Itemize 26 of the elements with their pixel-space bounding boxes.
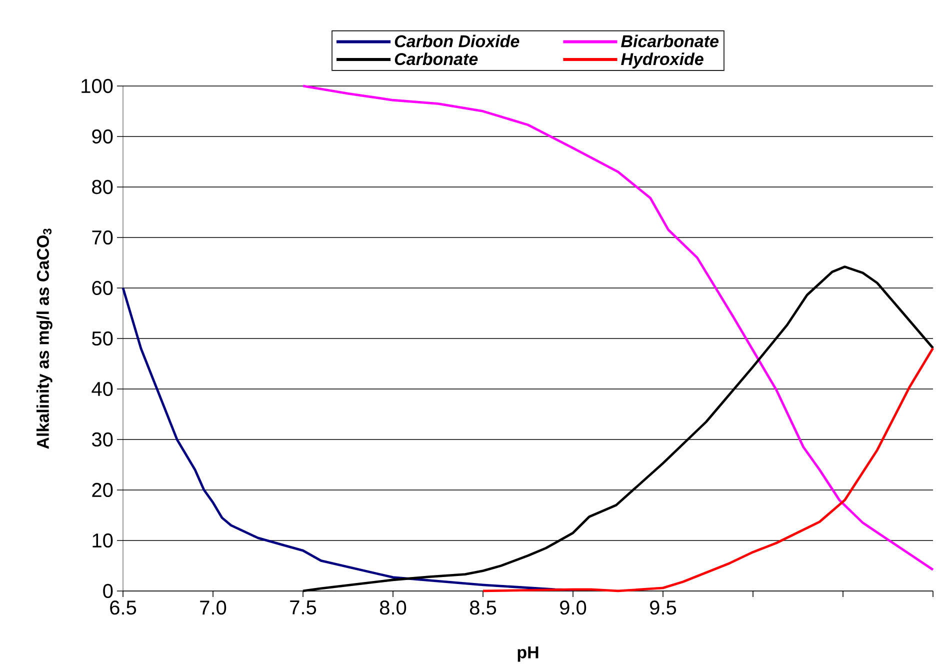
x-tick-label: 9.5 [650, 600, 676, 615]
y-tick-label: 100 [82, 78, 113, 94]
y-tick-label: 60 [92, 280, 113, 296]
x-tick-label: 9.0 [560, 600, 586, 615]
legend-label: Carbon Dioxide [394, 34, 520, 48]
y-tick-label: 40 [92, 382, 113, 396]
y-tick-label: 30 [92, 432, 113, 447]
y-tick-label: 90 [92, 129, 113, 144]
y-axis-title: Alkalinity as mg/l as CaCO$_{3}$ [36, 228, 52, 449]
y-tick-label: 50 [92, 331, 113, 346]
y-tick-label: 10 [92, 533, 113, 548]
y-tick-label: 20 [92, 482, 113, 498]
line-series [302, 84, 934, 571]
y-tick-label: 80 [92, 180, 113, 194]
x-axis-title: pH [518, 646, 538, 662]
x-tick-label: 8.0 [380, 600, 406, 615]
legend-label: Bicarbonate [621, 34, 719, 48]
x-tick-label: 8.5 [470, 600, 496, 615]
x-tick-label: 7.5 [290, 600, 316, 614]
legend-label: Hydroxide [621, 52, 704, 68]
y-tick-label: 0 [103, 584, 113, 598]
line-series [482, 346, 934, 592]
y-tick-label: 70 [92, 230, 113, 245]
x-tick-label: 7.0 [200, 600, 226, 615]
x-tick-label: 6.5 [110, 600, 136, 615]
legend-label: Carbonate [394, 52, 478, 66]
